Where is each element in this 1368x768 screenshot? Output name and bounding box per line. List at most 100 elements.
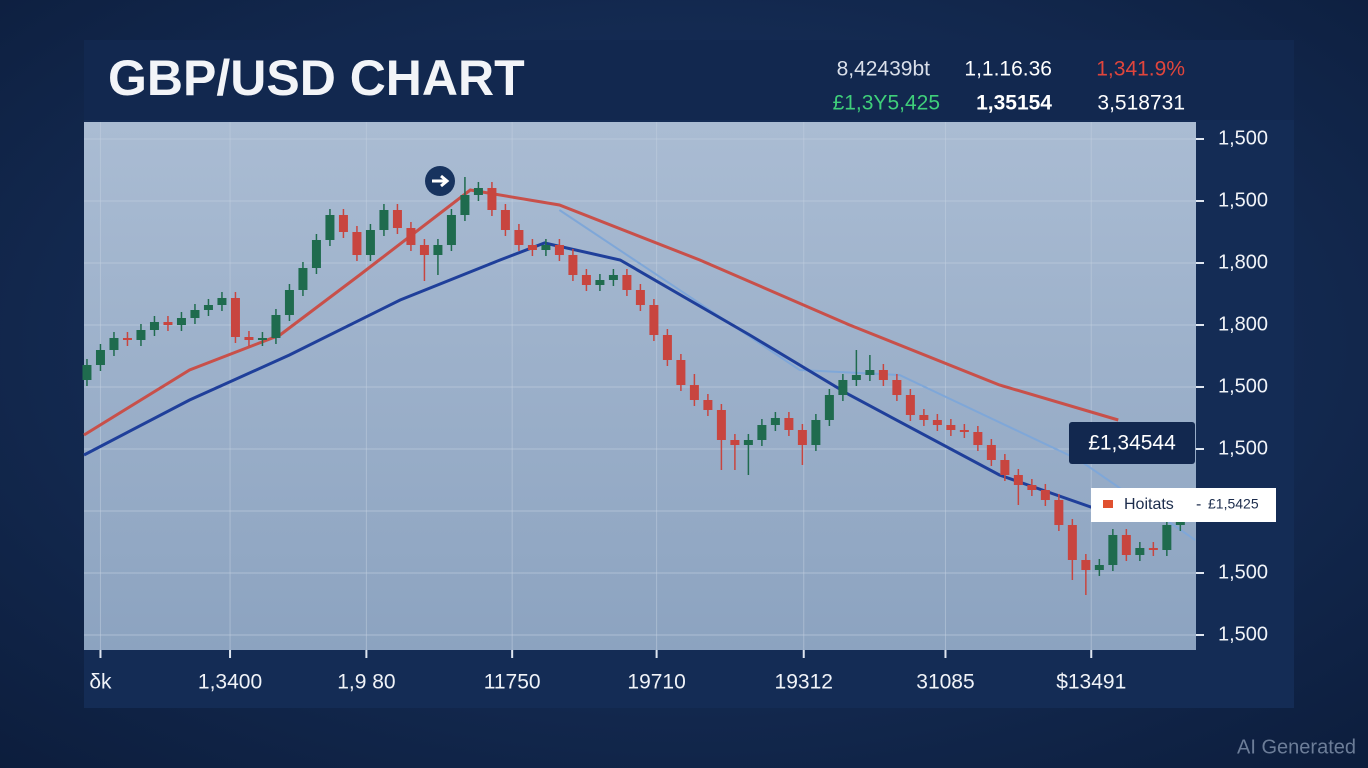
y-tick-label: 1,500 [1218, 127, 1268, 149]
legend-separator: - [1196, 496, 1201, 513]
stat: 1,1.16.36 [964, 58, 1052, 81]
candle-body [568, 255, 578, 275]
candle-body [244, 337, 254, 340]
stat: 1,35154 [976, 92, 1052, 115]
legend-label: Hoitats [1124, 496, 1174, 513]
x-tick-label: 19710 [627, 671, 685, 694]
y-tick-label: 1,500 [1218, 189, 1268, 211]
candle-body [635, 290, 645, 305]
y-tick-label: 1,800 [1218, 251, 1268, 273]
candle-body [1027, 485, 1037, 490]
candle-body [1175, 520, 1185, 525]
candle-body [1067, 525, 1077, 560]
candle-body [824, 395, 834, 420]
candle-body [217, 298, 227, 305]
price-tag-label: £1,34544 [1088, 432, 1176, 455]
candle-body [919, 415, 929, 420]
candle-body [838, 380, 848, 395]
candle-body [851, 375, 861, 380]
candle-body [406, 228, 416, 245]
candle-body [784, 418, 794, 430]
candle-body [176, 318, 186, 325]
y-tick-label: 1,500 [1218, 561, 1268, 583]
stat: £1,3Y5,425 [833, 92, 940, 115]
candle-body [163, 322, 173, 325]
axes: 1,500 1,500 1,800 1,800 1,500 1,500 1,500 1,500… [89, 127, 1268, 693]
candle-body [595, 280, 605, 285]
candle-body [1148, 548, 1158, 550]
candle-body [1081, 560, 1091, 570]
candle-body [95, 350, 105, 365]
candle-body [959, 430, 969, 432]
candle-body [932, 420, 942, 425]
candle-body [1013, 475, 1023, 485]
header-band [84, 40, 1294, 120]
candle-body [419, 245, 429, 255]
candle-body [730, 440, 740, 445]
y-tick-label: 1,800 [1218, 313, 1268, 335]
candle-body [298, 268, 308, 290]
candle-body [190, 310, 200, 318]
plot-area [84, 122, 1196, 650]
candle-body [608, 275, 618, 280]
candle-body [1040, 490, 1050, 500]
stat: 1,341.9% [1096, 58, 1185, 81]
grid [84, 122, 1196, 650]
candle-body [689, 385, 699, 400]
y-tick-label: 1,500 [1218, 437, 1268, 459]
x-tick-label: 19312 [775, 671, 833, 694]
legend-value: £1,5425 [1208, 496, 1259, 512]
marker-arrow [432, 174, 450, 188]
candle-body [946, 425, 956, 430]
candle-body [122, 338, 132, 340]
candle-body [514, 230, 524, 245]
candle-body [487, 188, 497, 210]
x-tick-label: 31085 [916, 671, 974, 694]
candle-body [554, 245, 564, 255]
candle-body [986, 445, 996, 460]
legend-box [1091, 488, 1276, 522]
candle-body [271, 315, 281, 338]
candle-body [311, 240, 321, 268]
candle-body [622, 275, 632, 290]
y-tick-label: 1,500 [1218, 623, 1268, 645]
candle-body [770, 418, 780, 425]
candle-body [338, 215, 348, 232]
candle-body [136, 330, 146, 340]
candle-body [365, 230, 375, 255]
candle-body [743, 440, 753, 445]
chart-title: GBP/USD CHART [108, 50, 525, 106]
candle-body [649, 305, 659, 335]
legend-swatch [1103, 500, 1113, 508]
x-tick-label: δk [89, 671, 112, 694]
candle-body [1135, 548, 1145, 555]
y-tick-label: 1,500 [1218, 375, 1268, 397]
candle-body [379, 210, 389, 230]
candle-body [230, 298, 240, 337]
moving-average [83, 188, 1119, 437]
candle-body [878, 370, 888, 380]
candle-body [500, 210, 510, 230]
candle-body [257, 338, 267, 340]
candle-body [865, 370, 875, 375]
candle-body [1121, 535, 1131, 555]
stat: 3,518731 [1097, 92, 1185, 115]
x-tick-label: 1,9 80 [337, 671, 395, 694]
candle-body [757, 425, 767, 440]
candle-body [82, 365, 92, 380]
candle-body [433, 245, 443, 255]
candle-body [676, 360, 686, 385]
candle-body [203, 305, 213, 310]
x-tick-label: $13491 [1056, 671, 1126, 694]
watermark: AI Generated [1237, 736, 1356, 758]
candle-body [446, 215, 456, 245]
candle-body [352, 232, 362, 255]
candle-body [527, 245, 537, 250]
candle-body [541, 245, 551, 250]
candle-body [325, 215, 335, 240]
candle-body [284, 290, 294, 315]
candle-body [703, 400, 713, 410]
candle-body [1108, 535, 1118, 565]
x-tick-label: 11750 [484, 671, 541, 694]
